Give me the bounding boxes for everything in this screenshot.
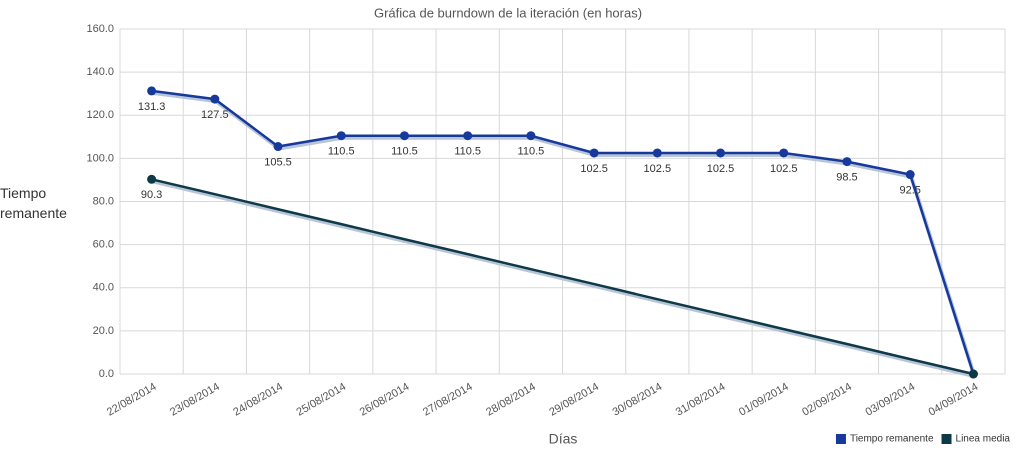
x-axis-label: Días (549, 431, 578, 447)
y-tick-label: 60.0 (93, 239, 114, 251)
x-tick-label: 27/08/2014 (421, 381, 475, 419)
data-label: 92.5 (899, 184, 920, 196)
data-label: 102.5 (580, 163, 608, 175)
data-label: 110.5 (391, 146, 418, 158)
series-shadow (152, 90, 977, 377)
y-tick-label: 120.0 (86, 109, 114, 121)
y-tick-label: 80.0 (93, 195, 114, 207)
x-tick-label: 03/09/2014 (863, 381, 917, 419)
x-tick-label: 30/08/2014 (611, 381, 665, 419)
data-label: 102.5 (770, 163, 798, 175)
x-tick-label: 28/08/2014 (484, 381, 538, 419)
x-tick-label: 22/08/2014 (105, 381, 159, 419)
point (336, 131, 346, 141)
point (399, 131, 409, 141)
data-label: 127.5 (201, 109, 229, 121)
legend-label: Tiempo remanente (850, 434, 934, 445)
x-tick-label: 24/08/2014 (231, 381, 285, 419)
x-tick-label: 04/09/2014 (927, 381, 981, 419)
x-tick-label: 25/08/2014 (295, 381, 349, 419)
x-tick-label: 23/08/2014 (168, 381, 222, 419)
point (147, 174, 157, 184)
x-tick-label: 01/09/2014 (737, 381, 791, 419)
legend-swatch (941, 434, 952, 444)
data-label: 110.5 (454, 146, 481, 158)
series-shadow (152, 179, 975, 378)
point (526, 131, 536, 141)
point (716, 148, 726, 158)
point (210, 94, 220, 104)
legend-label: Linea media (956, 434, 1011, 445)
y-tick-label: 160.0 (86, 23, 114, 35)
point (905, 170, 915, 180)
y-tick-label: 40.0 (93, 282, 114, 294)
point (968, 369, 978, 379)
data-label: 131.3 (138, 101, 166, 113)
data-label: 110.5 (328, 146, 355, 158)
x-tick-label: 02/09/2014 (800, 381, 854, 419)
point (463, 131, 473, 141)
y-tick-label: 100.0 (86, 152, 114, 164)
y-tick-label: 140.0 (86, 66, 114, 78)
series-line (151, 89, 975, 375)
y-tick-label: 20.0 (93, 325, 114, 337)
series-line (151, 178, 974, 376)
point (842, 157, 852, 167)
point (147, 86, 157, 96)
data-label: 90.3 (141, 189, 162, 201)
data-label: 110.5 (518, 146, 545, 158)
chart-title: Gráfica de burndown de la iteración (en … (374, 5, 642, 20)
legend-swatch (835, 434, 846, 444)
data-label: 102.5 (644, 163, 672, 175)
data-label: 102.5 (707, 163, 735, 175)
data-label: 105.5 (264, 156, 292, 168)
point (779, 148, 789, 158)
y-axis-label: Tiempo remanente (0, 185, 67, 221)
point (589, 148, 599, 158)
data-label: 98.5 (836, 172, 857, 184)
x-tick-label: 26/08/2014 (358, 381, 412, 419)
point (273, 142, 283, 152)
y-tick-label: 0.0 (99, 368, 114, 380)
x-tick-label: 31/08/2014 (674, 381, 728, 419)
point (652, 148, 662, 158)
x-tick-label: 29/08/2014 (547, 381, 601, 419)
